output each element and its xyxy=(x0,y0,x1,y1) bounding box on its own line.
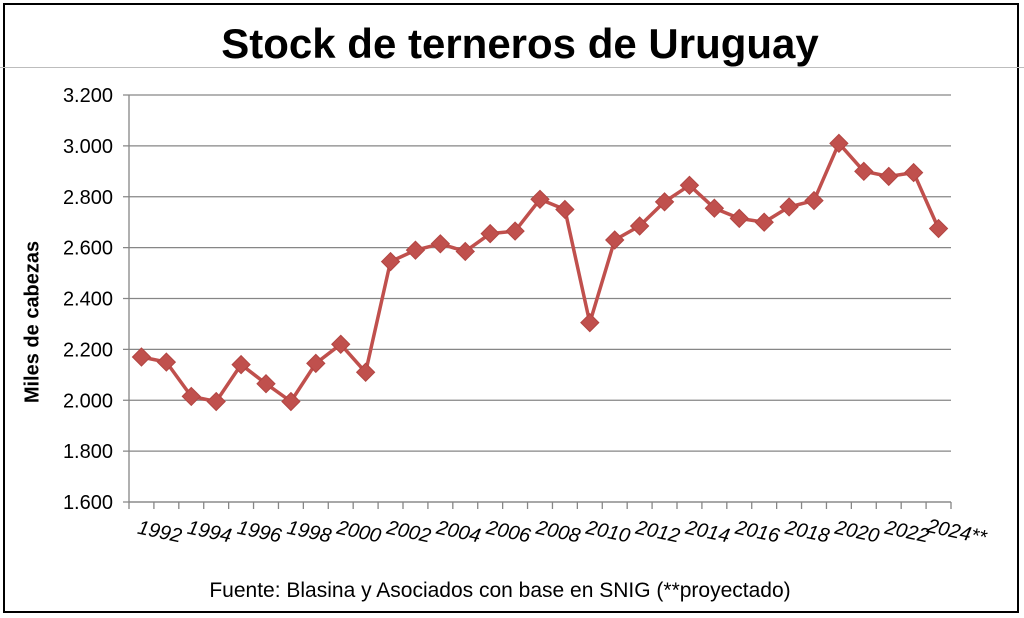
data-point xyxy=(181,386,201,407)
data-point xyxy=(729,208,749,229)
data-point xyxy=(530,189,550,210)
data-point xyxy=(505,221,525,241)
chart-title: Stock de terneros de Uruguay xyxy=(221,20,819,67)
data-point xyxy=(679,175,700,196)
x-tick-label: 2020 xyxy=(832,517,881,548)
y-tick-label: 3.000 xyxy=(63,136,113,158)
x-tick-label: 1992 xyxy=(136,517,184,548)
chart-frame xyxy=(3,3,1019,613)
data-point xyxy=(380,251,401,272)
data-point xyxy=(829,133,849,154)
x-tick-label: 2000 xyxy=(334,517,383,548)
data-point xyxy=(605,230,625,250)
title-divider xyxy=(0,67,1024,68)
data-point xyxy=(405,240,426,260)
data-point xyxy=(754,212,774,232)
data-point xyxy=(580,312,600,333)
x-tick-label: 1998 xyxy=(285,517,333,548)
data-point xyxy=(879,166,899,187)
y-tick-label: 2.400 xyxy=(63,289,113,311)
x-tick-label: 2002 xyxy=(384,517,433,548)
y-tick-label: 1.800 xyxy=(63,441,113,463)
data-point xyxy=(629,216,650,236)
data-point xyxy=(903,162,924,183)
x-tick-label: 2010 xyxy=(583,517,632,548)
data-point xyxy=(306,353,326,374)
x-tick-label: 2024** xyxy=(924,515,989,549)
y-tick-label: 3.200 xyxy=(63,85,113,107)
x-tick-label: 2006 xyxy=(483,517,533,548)
data-point xyxy=(928,218,949,239)
x-tick-label: 2012 xyxy=(633,517,682,548)
x-tick-label: 1994 xyxy=(185,517,233,548)
data-point xyxy=(355,362,376,382)
data-point xyxy=(231,354,251,375)
data-point xyxy=(804,190,824,211)
data-point xyxy=(131,347,152,367)
data-point xyxy=(331,334,351,354)
x-tick-label: 1996 xyxy=(235,517,284,548)
data-point xyxy=(555,199,575,220)
data-point xyxy=(256,374,276,394)
y-tick-label: 2.600 xyxy=(63,238,113,260)
x-tick-label: 2014 xyxy=(683,517,732,548)
data-point xyxy=(430,234,451,254)
data-point xyxy=(480,223,500,244)
data-point xyxy=(654,192,675,212)
y-tick-label: 1.600 xyxy=(63,492,113,514)
y-tick-label: 2.000 xyxy=(63,390,113,412)
data-point xyxy=(854,161,874,182)
data-point xyxy=(206,391,226,412)
y-tick-label: 2.200 xyxy=(63,339,113,361)
x-tick-label: 2016 xyxy=(732,517,782,548)
source-note: Fuente: Blasina y Asociados con base en … xyxy=(209,579,791,602)
data-point xyxy=(455,241,475,262)
x-tick-label: 2004 xyxy=(433,517,482,548)
data-point xyxy=(779,197,799,217)
y-tick-label: 2.800 xyxy=(63,187,113,209)
data-point xyxy=(281,391,301,412)
data-point xyxy=(704,198,725,218)
x-tick-label: 2018 xyxy=(782,517,831,548)
x-tick-label: 2008 xyxy=(533,517,582,548)
series-line xyxy=(141,141,941,404)
data-point xyxy=(156,352,177,372)
x-tick-label: 2022 xyxy=(882,517,931,548)
